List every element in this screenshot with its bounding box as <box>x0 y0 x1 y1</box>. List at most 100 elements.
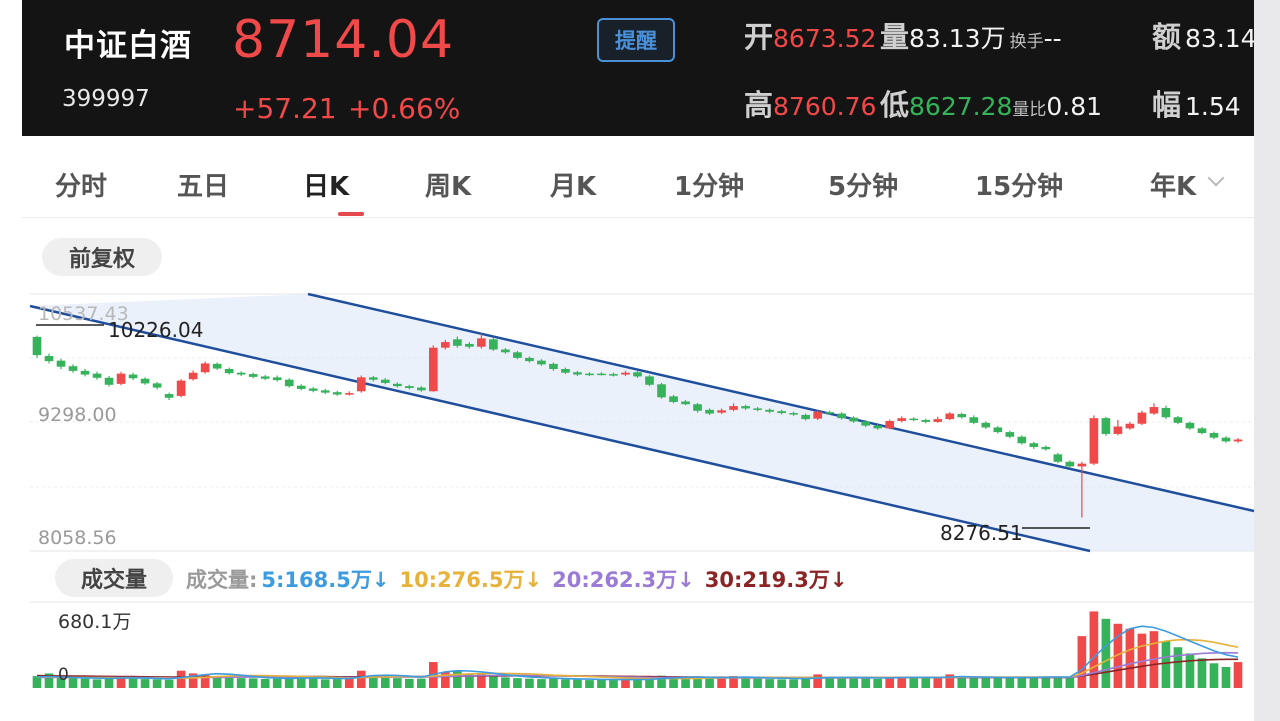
volume-bar <box>1125 628 1135 688</box>
candle-body <box>1209 433 1219 438</box>
volume-bar <box>861 678 871 688</box>
candle-body <box>1089 418 1099 464</box>
arrow-down-icon: ↓ <box>829 568 848 592</box>
volume-bar <box>1089 611 1099 688</box>
volume-bar <box>32 676 42 688</box>
candle-body <box>801 414 810 420</box>
left-edge <box>0 0 22 721</box>
candle-body <box>1065 461 1075 467</box>
ma30-value: 30:219.3万 <box>704 568 830 592</box>
candle-body <box>921 420 931 422</box>
amount-label: 额 <box>1152 20 1182 54</box>
amplitude-value: 1.54 <box>1185 92 1241 121</box>
vol-ratio-label: 量比 <box>1012 100 1047 120</box>
candle-body <box>332 392 342 395</box>
candle-body <box>320 390 330 393</box>
period-tabs: 分时 五日 日K 周K 月K 1分钟 5分钟 15分钟 年K <box>22 150 1254 218</box>
candle-body <box>609 374 618 376</box>
volume-bar <box>1005 677 1015 688</box>
volume-bar <box>248 678 258 688</box>
candles <box>32 333 1243 518</box>
volume-bar <box>260 678 270 688</box>
candle-body <box>416 387 426 391</box>
candle-body <box>633 372 642 377</box>
volume-bar <box>80 678 90 688</box>
candle-body <box>1113 426 1123 434</box>
tab-intraday[interactable]: 分时 <box>55 172 108 202</box>
tab-1min[interactable]: 1分钟 <box>674 172 745 202</box>
volume-bar <box>68 678 78 688</box>
arrow-down-icon: ↓ <box>524 568 543 592</box>
tab-yearly-k[interactable]: 年K <box>1150 172 1197 202</box>
tab-5min[interactable]: 5分钟 <box>828 172 899 202</box>
candle-body <box>1173 417 1183 423</box>
candle-body <box>873 425 883 429</box>
volume-bar <box>188 673 198 688</box>
index-name: 中证白酒 <box>64 28 192 64</box>
volume-stat: 量83.13万 换手-- <box>880 14 1062 56</box>
tab-daily-k[interactable]: 日K <box>303 172 350 202</box>
open-label: 开 <box>744 20 774 54</box>
candle-body <box>861 421 871 426</box>
volume-bar <box>645 678 654 688</box>
tab-five-day[interactable]: 五日 <box>177 172 230 202</box>
volume-bar <box>1053 677 1063 688</box>
volume-bar <box>957 676 967 688</box>
candle-body <box>1221 437 1231 442</box>
volume-axis-zero: 0 <box>58 665 69 685</box>
alert-button[interactable]: 提醒 <box>597 18 675 62</box>
candle-body <box>537 360 546 365</box>
volume-bar <box>561 679 570 688</box>
volume-bar <box>1233 662 1243 688</box>
candle-body <box>717 410 726 413</box>
volume-ma5-line <box>36 625 1239 681</box>
volume-bar <box>945 674 955 688</box>
active-tab-indicator <box>338 212 364 216</box>
candle-body <box>68 366 78 371</box>
volume-bar <box>104 677 114 688</box>
volume-bar <box>969 677 979 688</box>
candle-body <box>116 373 126 384</box>
candle-body <box>1077 463 1087 467</box>
volume-bar <box>92 679 102 688</box>
volume-bar <box>873 678 883 688</box>
candle-body <box>561 368 570 373</box>
open-stat: 开8673.52 <box>744 14 876 56</box>
volume-bar <box>356 670 366 688</box>
tab-monthly-k[interactable]: 月K <box>550 172 597 202</box>
arrow-down-icon: ↓ <box>371 568 390 592</box>
candle-body <box>825 412 834 414</box>
adjust-button[interactable]: 前复权 <box>42 238 162 276</box>
candle-body <box>272 377 282 381</box>
volume-bar <box>609 680 618 688</box>
candle-body <box>200 363 210 373</box>
candle-body <box>1137 412 1147 424</box>
volume-bar <box>489 676 498 688</box>
volume-bar <box>392 678 402 688</box>
index-code: 399997 <box>62 86 150 112</box>
candle-body <box>260 376 270 379</box>
candle-body <box>344 393 354 395</box>
candle-body <box>1029 443 1039 447</box>
candle-body <box>128 374 138 379</box>
candle-body <box>729 406 738 410</box>
tab-15min[interactable]: 15分钟 <box>975 172 1064 202</box>
volume-indicator-button[interactable]: 成交量 <box>55 559 173 597</box>
volume-bar <box>537 679 546 688</box>
candle-body <box>741 406 750 409</box>
candle-body <box>525 357 534 362</box>
candle-body <box>176 380 186 396</box>
candle-body <box>645 376 654 385</box>
candle-body <box>957 413 967 418</box>
volume-bar <box>729 676 738 688</box>
price-axis-bottom: 8058.56 <box>38 527 117 549</box>
volume-bar <box>344 678 354 688</box>
tab-weekly-k[interactable]: 周K <box>425 172 472 202</box>
candle-body <box>296 385 306 389</box>
amount-value: 83.14 <box>1185 24 1254 53</box>
candle-body <box>777 411 786 414</box>
trend-line-upper <box>307 292 1255 513</box>
volume-bar <box>1065 676 1075 688</box>
low-label: 低 <box>880 88 910 122</box>
